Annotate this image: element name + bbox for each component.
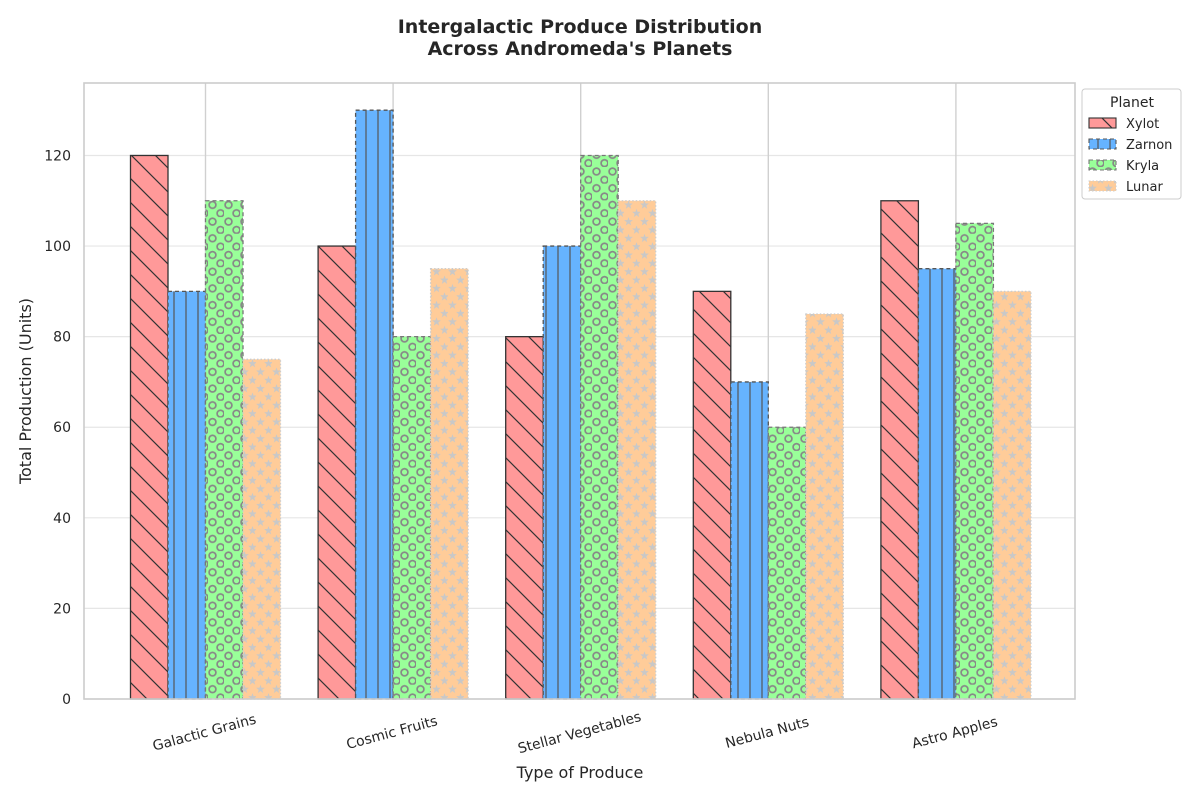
x-tick-label: Cosmic Fruits xyxy=(345,713,440,753)
bar-kryla-cosmic-fruits xyxy=(392,335,432,700)
y-axis-ticks: 0 20 40 60 80 100 120 xyxy=(44,148,71,708)
chart-title-line-1: Intergalactic Produce Distribution xyxy=(398,16,763,38)
bar-xylot-stellar-vegetables xyxy=(505,335,544,700)
y-tick-label: 40 xyxy=(53,511,71,527)
legend-swatch-hatch xyxy=(1089,139,1116,149)
legend-title: Planet xyxy=(1110,95,1154,111)
legend: Planet Xylot Zarnon Kryla Lunar xyxy=(1081,88,1182,200)
chart-title-line-2: Across Andromeda's Planets xyxy=(428,38,733,60)
bar-hatch xyxy=(993,291,1031,699)
y-tick-label: 60 xyxy=(53,420,71,436)
bar-outline xyxy=(992,290,1032,700)
bar-zarnon-astro-apples xyxy=(917,268,957,700)
bar-hatch xyxy=(205,200,243,699)
x-axis-ticks: Galactic Grains Cosmic Fruits Stellar Vege… xyxy=(151,709,999,757)
legend-swatch-outline xyxy=(1088,138,1117,150)
bar-hatch xyxy=(505,336,544,699)
bar-hatch xyxy=(168,291,206,699)
bar-hatch xyxy=(318,246,356,699)
x-tick-label: Astro Apples xyxy=(910,714,999,752)
y-tick-label: 120 xyxy=(44,148,71,164)
bar-hatch xyxy=(355,110,394,700)
legend-swatch-outline xyxy=(1088,180,1117,192)
plot-frame xyxy=(83,82,1076,700)
y-tick-label: 80 xyxy=(53,330,71,346)
y-tick-label: 100 xyxy=(44,239,71,255)
bar-hatch xyxy=(693,291,731,699)
legend-entry-lunar: Lunar xyxy=(1088,180,1163,195)
bar-lunar-nebula-nuts xyxy=(805,313,844,700)
bar-lunar-cosmic-fruits xyxy=(429,268,469,700)
bar-xylot-galactic-grains xyxy=(129,154,169,700)
x-tick-label: Stellar Vegetables xyxy=(516,709,643,757)
bar-hatch xyxy=(243,359,281,699)
bar-hatch xyxy=(805,314,844,699)
bar-hatch xyxy=(730,381,769,699)
bar-lunar-galactic-grains xyxy=(242,358,282,700)
bar-zarnon-galactic-grains xyxy=(167,290,207,700)
bar-xylot-nebula-nuts xyxy=(692,290,732,700)
bar-kryla-nebula-nuts xyxy=(767,426,807,700)
bar-hatch xyxy=(918,268,956,699)
bar-xylot-cosmic-fruits xyxy=(317,245,357,700)
bar-kryla-galactic-grains xyxy=(204,200,244,700)
bars xyxy=(129,109,1032,700)
bar-zarnon-nebula-nuts xyxy=(730,381,769,700)
x-tick-label: Nebula Nuts xyxy=(724,714,811,752)
legend-label: Lunar xyxy=(1126,180,1163,195)
legend-entry-xylot: Xylot xyxy=(1088,117,1159,132)
legend-box xyxy=(1081,88,1182,200)
legend-label: Xylot xyxy=(1126,117,1159,132)
x-tick-label: Galactic Grains xyxy=(151,712,258,755)
bar-xylot-astro-apples xyxy=(880,200,920,700)
bar-lunar-astro-apples xyxy=(992,290,1032,700)
bar-hatch xyxy=(543,246,581,699)
bar-hatch xyxy=(768,427,806,699)
legend-entry-kryla: Kryla xyxy=(1088,159,1159,174)
x-axis-label: Type of Produce xyxy=(516,763,644,782)
bar-kryla-stellar-vegetables xyxy=(580,154,619,700)
y-tick-label: 20 xyxy=(53,601,71,617)
bar-hatch xyxy=(393,336,431,699)
legend-label: Kryla xyxy=(1126,159,1159,174)
bar-hatch xyxy=(880,200,919,699)
bar-kryla-astro-apples xyxy=(955,222,995,700)
legend-swatch-hatch xyxy=(1089,181,1116,191)
bar-hatch xyxy=(130,155,168,699)
bar-hatch xyxy=(955,223,994,700)
legend-swatch-hatch xyxy=(1089,118,1116,128)
legend-swatch-outline xyxy=(1088,159,1117,171)
legend-entry-zarnon: Zarnon xyxy=(1088,138,1172,153)
bar-hatch xyxy=(618,200,656,699)
y-axis-label: Total Production (Units) xyxy=(16,298,35,485)
bar-hatch xyxy=(580,155,619,699)
bar-lunar-stellar-vegetables xyxy=(617,200,657,700)
legend-swatch-outline xyxy=(1088,117,1117,129)
legend-swatch-hatch xyxy=(1089,160,1116,170)
y-tick-label: 0 xyxy=(62,692,71,708)
bar-zarnon-stellar-vegetables xyxy=(542,245,582,700)
bar-zarnon-cosmic-fruits xyxy=(354,109,394,700)
legend-label: Zarnon xyxy=(1126,138,1172,153)
bar-hatch xyxy=(430,268,469,699)
